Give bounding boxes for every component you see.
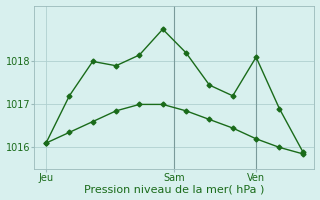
X-axis label: Pression niveau de la mer( hPa ): Pression niveau de la mer( hPa ) [84,184,265,194]
